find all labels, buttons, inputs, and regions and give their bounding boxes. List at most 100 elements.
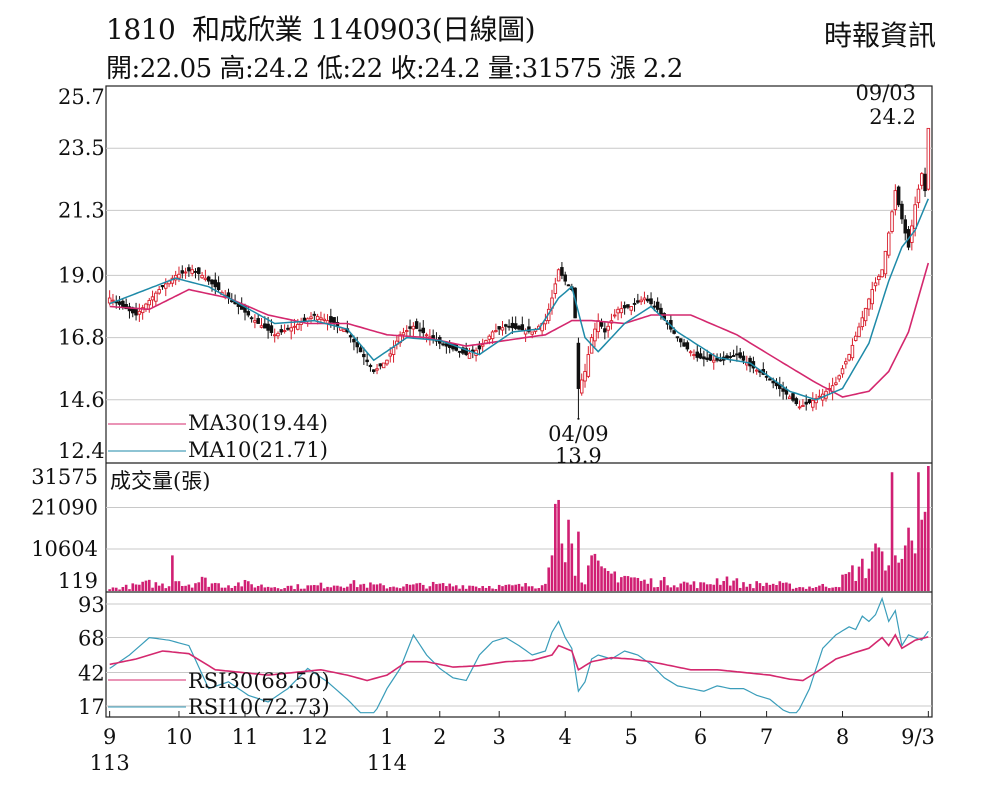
volume-bar	[421, 584, 425, 591]
candle-body	[566, 284, 571, 287]
candle-body	[679, 338, 683, 343]
volume-bar	[161, 583, 164, 591]
y-tick-label: 16.8	[58, 326, 105, 350]
candle-body	[834, 382, 838, 385]
candle-body	[563, 274, 567, 282]
volume-bar	[329, 587, 333, 591]
volume-bar	[768, 584, 772, 591]
volume-bar	[646, 583, 650, 591]
candle-body	[579, 379, 584, 394]
candle-body	[200, 274, 204, 279]
volume-bar	[187, 584, 191, 591]
volume-bar	[804, 588, 808, 591]
volume-bar	[590, 555, 593, 591]
x-tick-label: 8	[836, 725, 849, 749]
volume-bar	[616, 582, 620, 591]
volume-bar	[877, 547, 881, 591]
volume-bar	[511, 585, 514, 591]
volume-bar	[818, 585, 821, 591]
ma30-line	[109, 262, 930, 398]
candle-body	[685, 342, 690, 350]
date-code: 1140903	[310, 13, 433, 46]
volume-bar	[920, 519, 924, 591]
volume-bar	[280, 589, 283, 591]
candle-body	[649, 298, 653, 305]
candle-body	[391, 347, 396, 355]
x-tick-label: 12	[301, 725, 328, 749]
volume-bar	[808, 586, 811, 591]
candle-body	[593, 328, 597, 342]
candle-body	[781, 388, 785, 392]
volume-bar	[313, 584, 316, 591]
candle-body	[411, 325, 416, 330]
volume-bar	[692, 581, 696, 591]
low-date-label: 04/09	[548, 422, 609, 446]
volume-bar	[303, 588, 306, 591]
candle-body	[154, 292, 158, 302]
x-tick-label: 5	[625, 725, 638, 749]
volume-bar	[702, 582, 706, 591]
volume-bar	[177, 581, 181, 591]
candle-body	[365, 359, 369, 363]
candle-body	[705, 357, 709, 360]
candle-body	[926, 127, 931, 190]
volume-bar	[355, 587, 359, 591]
candle-body	[629, 306, 633, 311]
volume-bar	[778, 581, 782, 591]
volume-bar	[831, 587, 834, 591]
candle-body	[177, 273, 181, 279]
volume-bar	[365, 587, 369, 591]
candle-body	[639, 299, 643, 303]
volume-bar	[867, 568, 871, 591]
volume-bar	[504, 584, 508, 591]
ma10-legend-label: MA10(21.71)	[188, 438, 328, 462]
volume-bar	[851, 565, 854, 591]
volume-bar	[880, 551, 884, 591]
x-tick-label: 10	[166, 725, 193, 749]
volume-bar	[223, 587, 227, 591]
volume-bar	[666, 585, 669, 591]
volume-bar	[385, 588, 389, 591]
candle-body	[160, 285, 165, 288]
candle-body	[203, 277, 208, 281]
volume-bar	[167, 586, 171, 591]
candle-body	[880, 269, 884, 278]
volume-bar	[524, 583, 527, 591]
volume-bar	[811, 588, 815, 591]
chart-title: 1810 和成欣業 1140903(日線圖)	[106, 8, 536, 48]
volume-bar	[900, 558, 904, 591]
candle-body	[645, 298, 650, 302]
volume-bar	[190, 587, 194, 591]
volume-bar	[194, 583, 197, 591]
volume-bar	[748, 583, 752, 591]
candle-body	[513, 323, 518, 329]
volume-bar	[795, 587, 798, 591]
candle-body	[748, 357, 752, 367]
volume-bar	[662, 576, 666, 591]
volume-bar	[728, 585, 732, 591]
volume-bar	[844, 573, 848, 591]
candle-body	[487, 335, 492, 340]
volume-bar	[270, 587, 273, 591]
volume-bar	[864, 578, 867, 591]
candle-body	[517, 325, 521, 330]
candle-body	[896, 186, 901, 206]
candle-body	[655, 301, 660, 310]
candle-body	[421, 327, 426, 334]
candle-body	[302, 317, 307, 322]
candle-body	[576, 342, 581, 389]
volume-bar	[521, 586, 524, 591]
candle-body	[289, 327, 293, 332]
x-tick-label: 6	[694, 725, 707, 749]
candle-body	[675, 336, 680, 339]
volume-bar	[537, 588, 541, 591]
volume-bar	[530, 586, 534, 591]
candle-body	[193, 270, 198, 273]
candle-body	[527, 326, 531, 332]
candle-body	[332, 317, 336, 324]
volume-bar	[907, 527, 910, 591]
candle-body	[626, 304, 630, 308]
volume-bar	[322, 588, 326, 591]
candle-body	[596, 320, 600, 333]
candle-body	[124, 304, 128, 310]
